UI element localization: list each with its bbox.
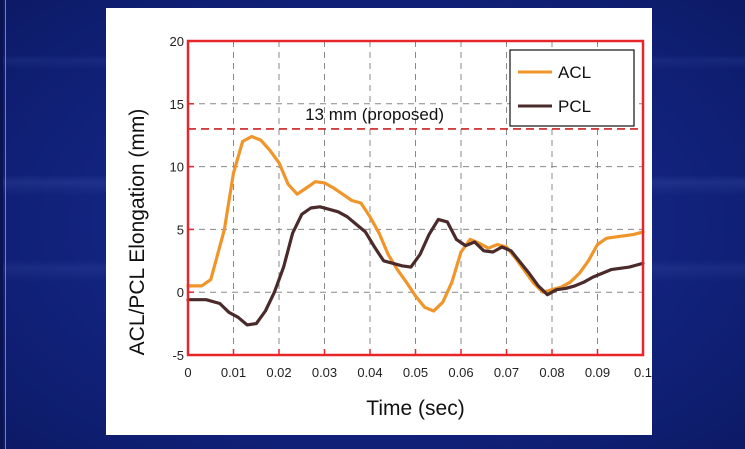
series-line-pcl (186, 205, 645, 327)
x-tick-label: 0.1 (634, 365, 652, 380)
slide-left-rule (0, 0, 3, 449)
x-tick-label: 0.09 (585, 365, 610, 380)
y-axis-title: ACL/PCL Elongation (mm) (126, 109, 149, 356)
tick-marks (187, 40, 644, 356)
legend-label-acl: ACL (558, 63, 591, 82)
y-tick-label: 0 (177, 285, 184, 300)
y-tick-label: 20 (170, 34, 184, 49)
y-tick-label: 10 (170, 160, 184, 175)
figure-panel: 0 0.01 0.02 0.03 0.04 0.05 0.06 0.07 0.08 0.09 0.1… (106, 8, 652, 435)
y-tick-label: 5 (177, 222, 184, 237)
y-tick-label: 15 (170, 97, 184, 112)
legend: ACL PCL (509, 49, 635, 127)
y-tick-label: -5 (172, 348, 184, 363)
x-axis-title: Time (sec) (366, 397, 464, 420)
series-line-acl (186, 134, 645, 313)
x-tick-label: 0.07 (494, 365, 519, 380)
series-lines (186, 134, 645, 327)
x-tick-label: 0.08 (539, 365, 564, 380)
x-tick-label: 0.03 (312, 365, 337, 380)
legend-box (509, 49, 635, 127)
elongation-chart: 0 0.01 0.02 0.03 0.04 0.05 0.06 0.07 0.08 0.09 0.1… (126, 34, 652, 420)
slide-left-accent-line (5, 0, 6, 449)
legend-label-pcl: PCL (558, 97, 591, 116)
reference-line-label: 13 mm (proposed) (305, 105, 444, 124)
x-tick-label: 0.06 (448, 365, 473, 380)
x-tick-label: 0.02 (266, 365, 291, 380)
y-tick-labels: -5 0 5 10 15 20 (170, 34, 184, 363)
x-tick-label: 0.05 (403, 365, 428, 380)
x-tick-label: 0.04 (357, 365, 382, 380)
x-tick-labels: 0 0.01 0.02 0.03 0.04 0.05 0.06 0.07 0.08 0.09 0.1 (184, 365, 652, 380)
x-tick-label: 0.01 (221, 365, 246, 380)
grid-lines (188, 41, 643, 355)
x-tick-label: 0 (184, 365, 191, 380)
